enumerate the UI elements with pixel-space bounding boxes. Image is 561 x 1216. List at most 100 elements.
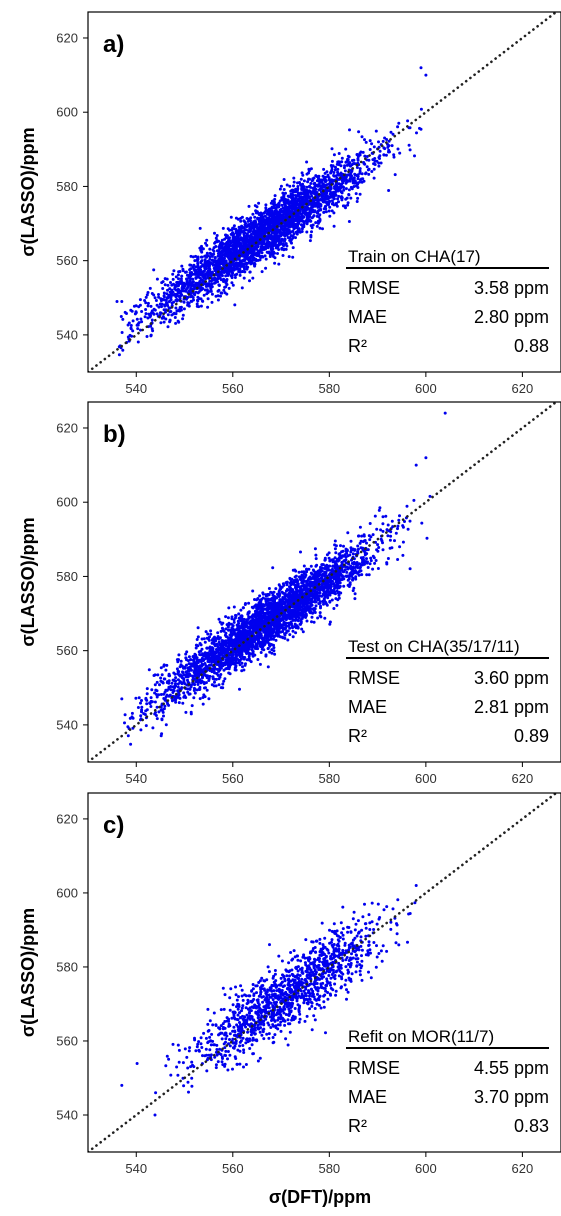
scatter-point (184, 270, 188, 274)
scatter-point (386, 557, 390, 560)
scatter-point (358, 192, 362, 196)
scatter-point (236, 250, 240, 254)
scatter-point (291, 229, 295, 233)
scatter-point (191, 255, 195, 259)
scatter-point (314, 201, 318, 205)
scatter-point (212, 266, 216, 270)
scatter-point (392, 155, 396, 159)
scatter-point (308, 575, 312, 579)
scatter-point (288, 236, 292, 240)
scatter-point (228, 258, 232, 262)
scatter-point (292, 227, 296, 231)
scatter-point (389, 130, 393, 134)
scatter-point (161, 315, 165, 319)
scatter-point (279, 231, 283, 235)
panel-label: a) (103, 31, 124, 58)
scatter-point (143, 315, 147, 319)
scatter-point (300, 613, 304, 617)
scatter-point (233, 276, 237, 279)
scatter-point (305, 220, 309, 224)
scatter-point (158, 311, 162, 315)
scatter-point (190, 281, 194, 285)
scatter-point (253, 219, 257, 223)
scatter-point (273, 224, 277, 228)
scatter-point (277, 211, 281, 215)
scatter-point (130, 334, 134, 338)
scatter-point (211, 248, 215, 252)
scatter-point (275, 203, 279, 207)
scatter-point (154, 299, 158, 302)
scatter-point (292, 176, 296, 180)
scatter-point (365, 165, 369, 169)
scatter-point (333, 539, 337, 543)
scatter-point (267, 251, 271, 255)
scatter-point (174, 306, 178, 310)
scatter-point (315, 197, 319, 201)
scatter-point (290, 192, 294, 196)
scatter-point (294, 190, 298, 194)
scatter-point (295, 223, 299, 227)
scatter-point (315, 192, 319, 196)
scatter-point (344, 187, 348, 191)
scatter-point (308, 177, 311, 181)
scatter-point (340, 156, 344, 160)
scatter-point (173, 285, 177, 289)
scatter-point (303, 579, 307, 583)
scatter-point (231, 283, 235, 287)
scatter-point (372, 162, 376, 166)
stats-value: 3.58 ppm (474, 278, 549, 298)
scatter-point (288, 231, 292, 235)
scatter-point (216, 277, 220, 281)
scatter-point (351, 552, 355, 556)
scatter-point (296, 185, 300, 188)
scatter-point (136, 322, 140, 326)
scatter-point (286, 220, 290, 224)
scatter-point (130, 309, 134, 313)
scatter-point (188, 263, 192, 267)
stats-label: RMSE (348, 278, 400, 298)
scatter-point (408, 148, 412, 152)
scatter-point (332, 211, 336, 215)
scatter-point (159, 666, 163, 670)
scatter-point (170, 291, 174, 295)
scatter-point (245, 243, 249, 247)
scatter-point (198, 226, 202, 230)
scatter-point (181, 313, 185, 317)
scatter-point (352, 586, 356, 590)
scatter-point (204, 630, 208, 634)
scatter-point (231, 260, 235, 264)
scatter-point (200, 255, 204, 259)
scatter-point (272, 234, 276, 238)
scatter-point (366, 168, 370, 172)
scatter-point (175, 292, 179, 296)
scatter-point (286, 208, 289, 212)
scatter-point (349, 175, 353, 179)
scatter-point (231, 226, 235, 230)
scatter-point (290, 210, 294, 214)
scatter-point (214, 279, 218, 283)
scatter-point (292, 232, 296, 236)
scatter-point (337, 152, 341, 155)
scatter-point (202, 276, 206, 280)
scatter-point (236, 217, 240, 221)
scatter-point (169, 295, 173, 299)
scatter-point (324, 210, 328, 214)
scatter-point (294, 230, 298, 234)
scatter-point (126, 734, 130, 738)
scatter-point (337, 182, 341, 186)
scatter-point (135, 317, 139, 321)
scatter-point (281, 191, 285, 195)
scatter-point (224, 281, 228, 285)
scatter-point (230, 241, 233, 245)
scatter-point (316, 199, 320, 203)
scatter-point (297, 570, 301, 574)
scatter-point (256, 658, 260, 661)
scatter-point (273, 261, 277, 265)
scatter-point (377, 508, 381, 512)
scatter-point (263, 226, 267, 230)
scatter-point (381, 548, 385, 552)
scatter-point (279, 210, 283, 214)
scatter-point (223, 641, 227, 645)
scatter-point (160, 302, 164, 306)
scatter-point (253, 258, 257, 262)
